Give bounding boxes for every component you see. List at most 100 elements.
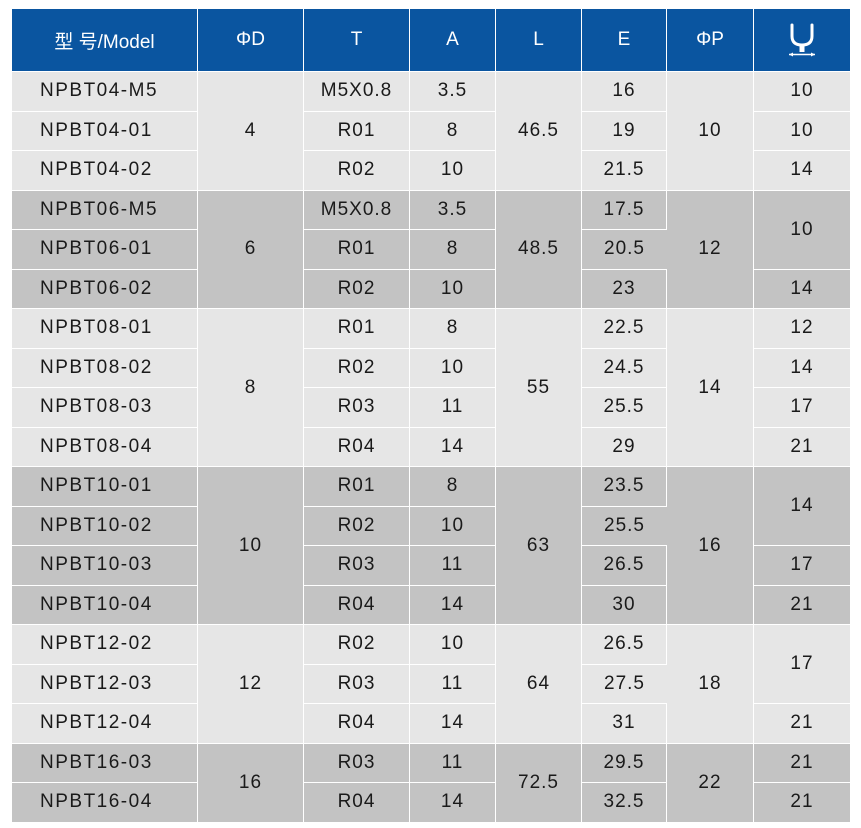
wrench-cell: 17	[754, 546, 850, 586]
d-cell: 16	[198, 743, 304, 823]
model-cell: NPBT12-04	[12, 704, 198, 744]
l-cell: 72.5	[496, 743, 582, 823]
a-cell: 11	[410, 664, 496, 704]
header-model: 型 号/Model	[12, 9, 198, 72]
table-row: NPBT06-01 R01 8 20.5	[12, 230, 850, 270]
wrench-cell: 21	[754, 585, 850, 625]
table-row: NPBT08-01 8 R01 8 55 22.5 14 12	[12, 309, 850, 467]
t-cell: R03	[304, 743, 410, 783]
spec-table: 型 号/Model ΦD T A L E ΦP NPBT04-M5 4 M5X0…	[12, 9, 850, 823]
a-cell: 3.5	[410, 190, 496, 230]
table-row: NPBT08-03 R03 11 25.5 17	[12, 388, 850, 428]
t-cell: R02	[304, 151, 410, 191]
a-cell: 10	[410, 348, 496, 388]
d-cell: 10	[198, 467, 304, 625]
model-cell: NPBT08-04	[12, 427, 198, 467]
header-t: T	[304, 9, 410, 72]
header-row: 型 号/Model ΦD T A L E ΦP	[12, 9, 850, 72]
a-cell: 14	[410, 427, 496, 467]
l-cell: 55	[496, 309, 582, 467]
table-row: NPBT16-03 16 R03 11 72.5 29.5 22 21	[12, 743, 850, 823]
a-cell: 3.5	[410, 72, 496, 112]
model-cell: NPBT06-02	[12, 269, 198, 309]
p-cell: 12	[667, 190, 754, 309]
wrench-cell: 14	[754, 269, 850, 309]
wrench-cell: 10	[754, 111, 850, 151]
wrench-cell: 21	[754, 704, 850, 744]
e-cell: 31	[582, 704, 667, 744]
l-cell: 64	[496, 625, 582, 744]
model-cell: NPBT08-02	[12, 348, 198, 388]
a-cell: 14	[410, 585, 496, 625]
d-cell: 8	[198, 309, 304, 467]
a-cell: 8	[410, 230, 496, 270]
t-cell: R02	[304, 269, 410, 309]
wrench-cell: 21	[754, 743, 850, 783]
p-cell: 22	[667, 743, 754, 823]
model-cell: NPBT04-01	[12, 111, 198, 151]
t-cell: R03	[304, 664, 410, 704]
table-row: NPBT08-04 R04 14 29 21	[12, 427, 850, 467]
header-e: E	[582, 9, 667, 72]
wrench-cell: 21	[754, 427, 850, 467]
model-cell: NPBT06-M5	[12, 190, 198, 230]
a-cell: 8	[410, 467, 496, 507]
wrench-size-icon	[789, 23, 815, 57]
a-cell: 10	[410, 269, 496, 309]
t-cell: R01	[304, 230, 410, 270]
a-cell: 11	[410, 546, 496, 586]
table-row: NPBT04-M5 4 M5X0.8 3.5 46.5 16 10 10	[12, 72, 850, 191]
header-wrench	[754, 9, 850, 72]
table-row: NPBT04-02 R02 10 21.5 14	[12, 151, 850, 191]
wrench-cell: 14	[754, 151, 850, 191]
a-cell: 8	[410, 309, 496, 349]
table-row: NPBT10-01 10 R01 8 63 23.5 16 14	[12, 467, 850, 625]
e-cell: 29	[582, 427, 667, 467]
model-cell: NPBT12-03	[12, 664, 198, 704]
table-row: NPBT16-04 R04 14 32.5 21	[12, 783, 850, 823]
model-cell: NPBT10-03	[12, 546, 198, 586]
header-d: ΦD	[198, 9, 304, 72]
e-cell: 23	[582, 269, 667, 309]
e-cell: 32.5	[582, 783, 667, 823]
group-d4: NPBT04-M5 4 M5X0.8 3.5 46.5 16 10 10 NPB…	[12, 72, 850, 191]
l-cell: 48.5	[496, 190, 582, 309]
t-cell: R04	[304, 585, 410, 625]
table-row: NPBT12-04 R04 14 31 21	[12, 704, 850, 744]
model-cell: NPBT08-03	[12, 388, 198, 428]
e-cell: 23.5	[582, 467, 667, 507]
p-cell: 14	[667, 309, 754, 467]
model-cell: NPBT10-04	[12, 585, 198, 625]
l-cell: 46.5	[496, 72, 582, 191]
header-a: A	[410, 9, 496, 72]
e-cell: 30	[582, 585, 667, 625]
wrench-cell: 14	[754, 467, 850, 546]
header-l: L	[496, 9, 582, 72]
a-cell: 11	[410, 388, 496, 428]
e-cell: 26.5	[582, 625, 667, 665]
table-row: NPBT06-02 R02 10 23 14	[12, 269, 850, 309]
t-cell: R01	[304, 467, 410, 507]
model-cell: NPBT10-01	[12, 467, 198, 507]
a-cell: 8	[410, 111, 496, 151]
model-cell: NPBT08-01	[12, 309, 198, 349]
model-cell: NPBT16-03	[12, 743, 198, 783]
table-row: NPBT06-M5 6 M5X0.8 3.5 48.5 17.5 12 10	[12, 190, 850, 309]
p-cell: 18	[667, 625, 754, 744]
a-cell: 14	[410, 704, 496, 744]
model-cell: NPBT12-02	[12, 625, 198, 665]
wrench-cell: 12	[754, 309, 850, 349]
model-cell: NPBT10-02	[12, 506, 198, 546]
e-cell: 20.5	[582, 230, 667, 270]
d-cell: 4	[198, 72, 304, 191]
t-cell: R03	[304, 388, 410, 428]
e-cell: 22.5	[582, 309, 667, 349]
e-cell: 29.5	[582, 743, 667, 783]
wrench-cell: 14	[754, 348, 850, 388]
model-cell: NPBT16-04	[12, 783, 198, 823]
wrench-cell: 17	[754, 625, 850, 704]
table-header: 型 号/Model ΦD T A L E ΦP	[12, 9, 850, 72]
wrench-cell: 10	[754, 190, 850, 270]
table-row: NPBT08-02 R02 10 24.5 14	[12, 348, 850, 388]
group-d12: NPBT12-02 12 R02 10 64 26.5 18 17 NPBT12…	[12, 625, 850, 744]
